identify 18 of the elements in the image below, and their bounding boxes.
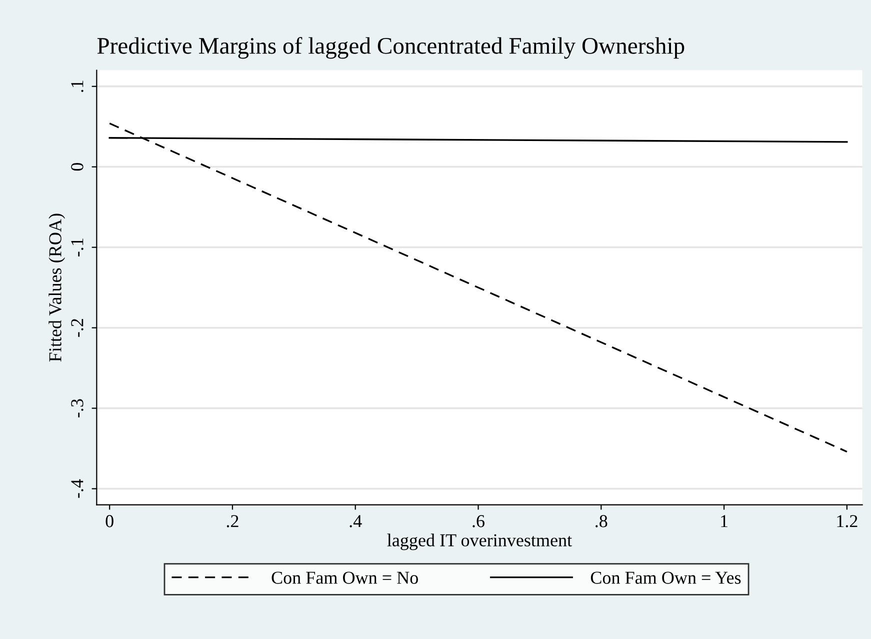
x-tick-label: .8 <box>596 515 608 528</box>
legend-label: Con Fam Own = No <box>272 572 418 584</box>
y-tick-label: -.4 <box>71 479 84 498</box>
y-axis-title: Fitted Values (ROA) <box>48 214 66 362</box>
x-axis-title: lagged IT overinvestment <box>387 534 572 550</box>
y-tick-label: -.3 <box>71 399 84 418</box>
x-tick-label: .4 <box>350 515 362 528</box>
y-tick-label: 0 <box>71 163 84 171</box>
y-tick-label: -.1 <box>71 238 84 256</box>
chart-title: Predictive Margins of lagged Concentrated Family Ownership <box>97 37 684 59</box>
y-tick-label: -.2 <box>71 319 84 337</box>
x-tick-label: 0 <box>106 515 114 528</box>
x-tick-label: .2 <box>226 515 238 528</box>
y-tick-label: .1 <box>71 80 84 92</box>
x-tick-label: 1.2 <box>837 515 858 528</box>
x-tick-label: .6 <box>472 515 484 528</box>
x-tick-label: 1 <box>721 515 728 528</box>
legend-label: Con Fam Own = Yes <box>590 572 741 584</box>
